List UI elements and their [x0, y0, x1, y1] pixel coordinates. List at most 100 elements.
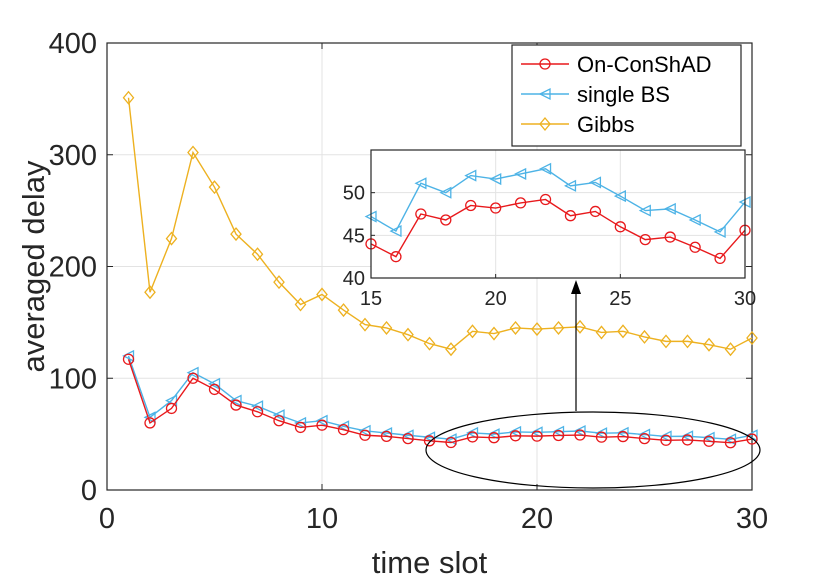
series-gibbs	[122, 90, 758, 357]
x-tick-label: 30	[736, 503, 768, 535]
inset-y-tick-label: 45	[343, 225, 365, 247]
data-point	[703, 337, 715, 352]
inset-data-point	[564, 210, 577, 222]
data-point	[530, 426, 543, 439]
inset-data-point	[539, 162, 552, 175]
data-point	[638, 329, 651, 344]
data-point	[616, 426, 629, 439]
inset-data-point	[389, 225, 402, 238]
data-point	[359, 317, 371, 332]
inset-data-point	[614, 221, 626, 233]
data-point	[552, 320, 565, 335]
data-point	[272, 409, 285, 422]
legend-marker	[539, 116, 551, 132]
inset-data-point	[439, 186, 452, 199]
y-axis-title: averaged delay	[16, 160, 51, 372]
inset-x-tick-label: 15	[360, 288, 382, 310]
data-point	[552, 429, 565, 442]
legend-entry-gibbs: Gibbs	[521, 112, 634, 137]
data-point	[165, 402, 178, 415]
data-point	[208, 180, 221, 195]
y-tick-label: 0	[81, 475, 97, 507]
inset-series-on-conshad	[365, 193, 751, 265]
inset-data-point	[689, 241, 701, 253]
data-point	[122, 353, 135, 365]
y-tick-label: 200	[49, 252, 97, 284]
data-point	[617, 430, 629, 443]
zoom-ellipse	[425, 411, 761, 489]
data-point	[187, 145, 199, 160]
data-point	[509, 430, 522, 442]
inset-data-point	[613, 190, 626, 203]
inset-series-line	[370, 168, 746, 233]
inset-data-point	[465, 199, 477, 212]
data-point	[660, 434, 672, 446]
data-point	[402, 327, 414, 342]
data-point	[509, 425, 522, 438]
inset-data-point	[440, 214, 452, 226]
inset-data-point	[664, 231, 676, 243]
data-point	[251, 400, 264, 413]
x-axis-title: time slot	[372, 545, 488, 580]
legend-entry-single-bs: single BS	[521, 82, 670, 107]
data-point	[617, 324, 629, 339]
data-point	[316, 287, 328, 302]
legend-marker	[539, 58, 551, 70]
x-tick-label: 0	[99, 503, 115, 535]
data-point	[595, 427, 608, 440]
inset-data-point	[639, 233, 651, 246]
data-point	[746, 433, 758, 445]
legend-marker	[538, 87, 551, 101]
inset-data-point	[390, 251, 402, 263]
inset-data-point	[713, 225, 726, 238]
data-point	[144, 417, 156, 429]
data-point	[294, 297, 307, 312]
inset-frame	[370, 149, 746, 279]
data-point	[488, 326, 500, 341]
inset-data-point	[415, 208, 427, 220]
data-point	[659, 430, 672, 443]
inset-data-point	[663, 202, 676, 215]
data-point	[315, 414, 328, 427]
legend-entry-on-conshad: On-ConShAD	[521, 52, 712, 77]
data-point	[487, 428, 500, 441]
inset-series-line	[370, 198, 746, 260]
data-point	[143, 411, 156, 424]
data-point	[681, 334, 694, 349]
inset-data-point	[588, 176, 602, 189]
data-point	[574, 429, 586, 441]
data-point	[337, 303, 350, 318]
data-point	[402, 432, 414, 445]
plot-frame	[106, 42, 753, 491]
inset-data-point	[464, 169, 477, 182]
data-point	[380, 430, 393, 443]
series-on-conshad	[122, 353, 758, 449]
data-point	[509, 320, 522, 335]
data-point	[724, 433, 737, 446]
x-tick-label: 10	[306, 503, 338, 535]
data-point	[746, 331, 758, 346]
data-point	[444, 433, 457, 446]
zoom-annotation	[425, 280, 761, 489]
data-point	[251, 247, 264, 262]
data-point	[273, 275, 285, 290]
data-point	[531, 430, 543, 442]
data-point	[423, 435, 436, 447]
data-point	[208, 377, 221, 390]
data-point	[595, 325, 608, 340]
data-point	[488, 432, 500, 444]
legend: On-ConShAD single BS Gibbs	[511, 44, 742, 147]
data-point	[294, 416, 307, 430]
inset-data-point	[589, 205, 602, 218]
y-tick-label: 300	[49, 140, 97, 172]
data-point	[380, 426, 393, 440]
data-point	[337, 420, 350, 433]
data-point	[229, 394, 242, 407]
data-point	[595, 431, 608, 443]
data-point	[144, 285, 156, 300]
y-tick-label: 100	[49, 363, 97, 395]
data-point	[208, 383, 221, 396]
data-point	[573, 424, 586, 438]
data-point	[445, 342, 457, 357]
data-point	[230, 399, 242, 411]
